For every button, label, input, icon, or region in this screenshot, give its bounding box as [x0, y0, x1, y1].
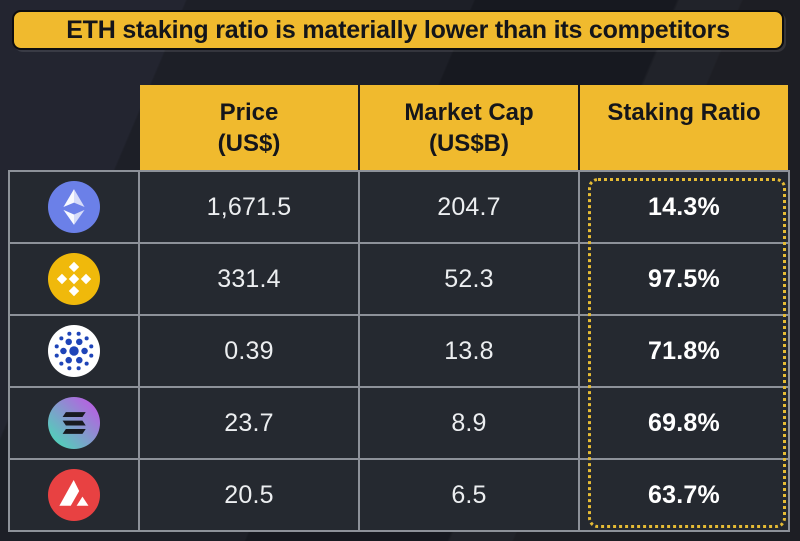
sol-staking-ratio: 69.8%	[648, 408, 720, 437]
title-banner: ETH staking ratio is materially lower th…	[12, 10, 784, 50]
table-cell-staking-ratio: 71.8%	[580, 316, 788, 386]
table-cell-price: 1,671.5	[140, 172, 358, 242]
avax-price: 20.5	[224, 480, 274, 509]
header-market-cap: Market Cap (US$B)	[360, 85, 578, 170]
avax-staking-ratio: 63.7%	[648, 480, 720, 509]
avax-market-cap: 6.5	[451, 480, 487, 509]
header-market-cap-line1: Market Cap	[404, 98, 534, 126]
table-body: 1,671.5 204.7 14.3% 331.4 52.3 97.5%	[8, 170, 790, 532]
avalanche-icon	[48, 469, 100, 521]
table-cell-price: 23.7	[140, 388, 358, 458]
eth-price: 1,671.5	[206, 192, 292, 221]
table-row-bnb-coin-cell	[10, 244, 138, 314]
header-price-line2: (US$)	[217, 129, 281, 157]
cardano-icon	[48, 325, 100, 377]
header-price: Price (US$)	[140, 85, 358, 170]
header-staking-ratio-line1: Staking Ratio	[607, 98, 761, 126]
header-market-cap-line2: (US$B)	[428, 129, 509, 157]
table-cell-staking-ratio: 63.7%	[580, 460, 788, 530]
bnb-market-cap: 52.3	[444, 264, 494, 293]
table-cell-price: 331.4	[140, 244, 358, 314]
table-row-eth-coin-cell	[10, 172, 138, 242]
table-cell-market-cap: 6.5	[360, 460, 578, 530]
header-staking-ratio: Staking Ratio	[580, 85, 788, 170]
header-price-line1: Price	[219, 98, 279, 126]
table-cell-staking-ratio: 97.5%	[580, 244, 788, 314]
ada-market-cap: 13.8	[444, 336, 494, 365]
sol-price: 23.7	[224, 408, 274, 437]
table-cell-price: 20.5	[140, 460, 358, 530]
eth-market-cap: 204.7	[437, 192, 501, 221]
table-row-avax-coin-cell	[10, 460, 138, 530]
table-cell-market-cap: 13.8	[360, 316, 578, 386]
ethereum-icon	[48, 181, 100, 233]
table-cell-price: 0.39	[140, 316, 358, 386]
eth-staking-ratio: 14.3%	[648, 192, 720, 221]
table-row-ada-coin-cell	[10, 316, 138, 386]
table-cell-market-cap: 8.9	[360, 388, 578, 458]
table-cell-market-cap: 52.3	[360, 244, 578, 314]
ada-staking-ratio: 71.8%	[648, 336, 720, 365]
bnb-price: 331.4	[217, 264, 281, 293]
bnb-icon	[48, 253, 100, 305]
table-cell-staking-ratio: 69.8%	[580, 388, 788, 458]
table-cell-staking-ratio: 14.3%	[580, 172, 788, 242]
bnb-staking-ratio: 97.5%	[648, 264, 720, 293]
page-title: ETH staking ratio is materially lower th…	[66, 15, 730, 44]
solana-icon	[48, 397, 100, 449]
table-row-sol-coin-cell	[10, 388, 138, 458]
ada-price: 0.39	[224, 336, 274, 365]
staking-table: Price (US$) Market Cap (US$B) Staking Ra…	[8, 85, 792, 532]
sol-market-cap: 8.9	[451, 408, 487, 437]
table-cell-market-cap: 204.7	[360, 172, 578, 242]
